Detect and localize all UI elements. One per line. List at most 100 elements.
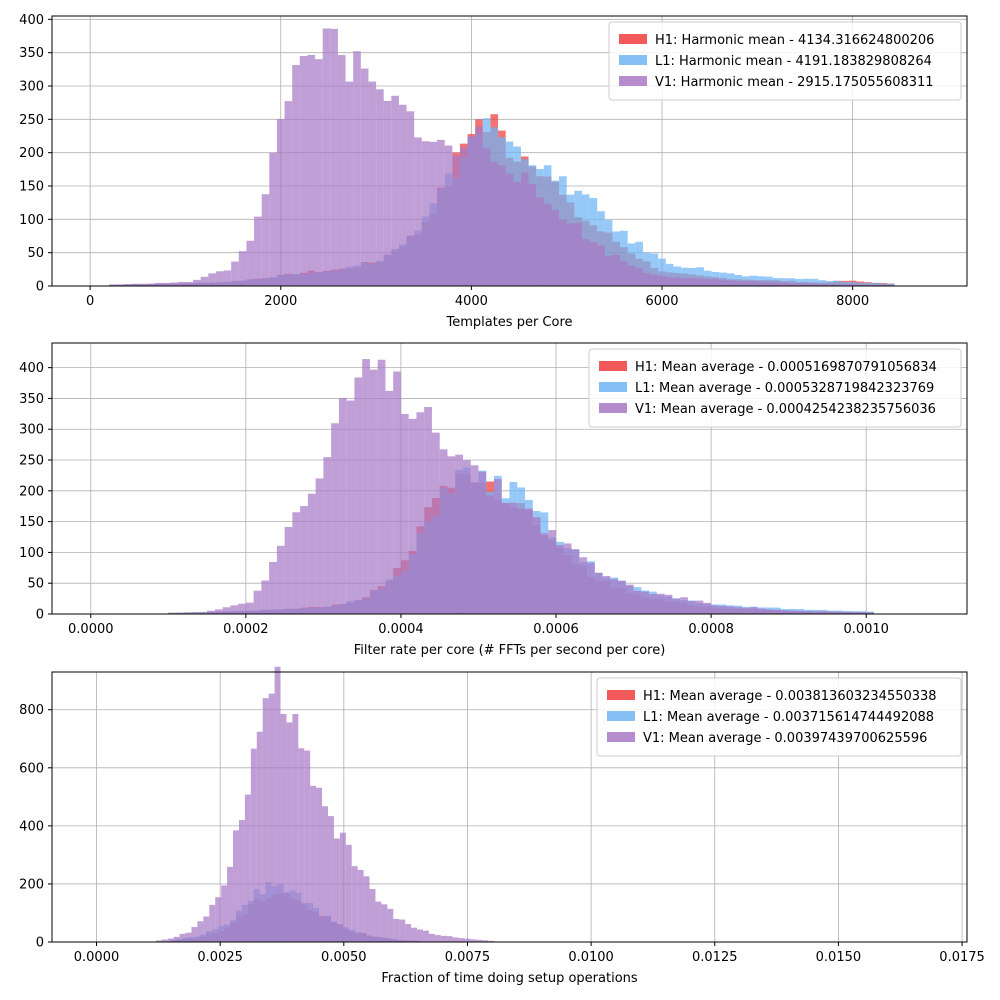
setup-fraction-bar [304, 750, 311, 942]
templates-y-tick-label: 200 [19, 146, 44, 161]
templates-bar [665, 277, 674, 286]
filter-rate-y-tick-label: 250 [19, 454, 44, 469]
templates-bar [620, 260, 628, 286]
setup-fraction-bar [440, 935, 447, 942]
filter-rate-bar [734, 607, 743, 614]
templates-bar [132, 283, 140, 286]
setup-fraction-x-tick-label: 0.0150 [816, 950, 862, 965]
templates-bar [315, 59, 323, 286]
templates-bar [749, 281, 758, 286]
templates-bar [871, 283, 880, 286]
templates-y-tick-label: 350 [19, 46, 44, 61]
templates-bar [284, 101, 293, 286]
templates-bar [719, 279, 727, 286]
templates-bar [437, 139, 445, 286]
templates-bar [673, 266, 682, 286]
filter-rate-y-tick-label: 150 [19, 515, 44, 530]
filter-rate-bar [478, 471, 487, 614]
setup-fraction-legend-entry: H1: Mean average - 0.003813603234550338 [643, 689, 937, 704]
filter-rate-bar [742, 607, 750, 614]
filter-rate-bar [563, 543, 572, 614]
filter-rate-bar [788, 610, 797, 614]
templates-bar [856, 282, 865, 286]
setup-fraction-bar [351, 866, 358, 942]
templates-bar [406, 111, 415, 286]
filter-rate-bar [385, 390, 394, 614]
templates-bar [154, 282, 163, 286]
filter-rate-bar [703, 602, 712, 614]
templates-bar [688, 278, 697, 286]
templates-bar [757, 276, 765, 286]
templates-bar [780, 282, 788, 286]
templates-bar [269, 152, 277, 286]
templates-y-tick-label: 400 [19, 13, 44, 28]
templates-bar [254, 216, 262, 286]
setup-fraction-legend-swatch [607, 711, 635, 721]
filter-rate-bar [447, 456, 456, 614]
filter-rate-bar [680, 597, 688, 614]
setup-fraction-bar [488, 940, 495, 942]
setup-fraction-legend-swatch [607, 732, 635, 742]
filter-rate-bar [540, 533, 549, 614]
templates-bar [658, 258, 666, 286]
filter-rate-y-tick-label: 50 [27, 577, 44, 592]
filter-rate-y-tick-label: 200 [19, 484, 44, 499]
templates-bar [116, 284, 125, 286]
templates-x-tick-label: 8000 [836, 294, 869, 309]
setup-fraction-bar [167, 938, 174, 942]
filter-rate-bar [346, 400, 355, 614]
setup-fraction-bar [363, 876, 370, 942]
templates-bar [238, 251, 247, 286]
templates-bar [650, 253, 659, 286]
templates-bar [574, 222, 582, 286]
filter-rate-series-2 [207, 359, 874, 614]
filter-rate-x-tick-label: 0.0002 [223, 622, 269, 637]
filter-rate-bar [176, 612, 184, 614]
templates-bar [444, 145, 453, 286]
setup-fraction-bar [411, 927, 418, 942]
templates-bar [612, 254, 621, 286]
templates-bar [864, 284, 872, 286]
filter-rate-y-tick-label: 100 [19, 546, 44, 561]
setup-fraction-bar [452, 937, 459, 942]
templates-bar [879, 283, 887, 286]
setup-fraction-legend-entry: L1: Mean average - 0.003715614744492088 [643, 710, 934, 725]
filter-rate-bar [439, 449, 448, 614]
setup-fraction-bar [280, 713, 287, 942]
setup-fraction-bar [161, 939, 168, 942]
filter-rate-bar [633, 590, 642, 614]
filter-rate-bar [470, 465, 479, 614]
setup-fraction-bar [268, 693, 275, 942]
setup-fraction-y-tick-label: 400 [19, 819, 44, 834]
setup-fraction-bar [298, 748, 305, 942]
templates-bar [719, 272, 727, 286]
filter-rate-bar [765, 609, 774, 614]
templates-bar [391, 95, 399, 286]
setup-fraction-bar [345, 844, 352, 942]
templates-bar [246, 240, 255, 286]
filter-rate-bar [664, 594, 673, 614]
filter-rate-bar [532, 517, 541, 614]
templates-bar [726, 273, 735, 286]
filter-rate-bar [718, 606, 727, 614]
setup-fraction-legend-box [596, 677, 962, 757]
filter-rate-bars [168, 359, 874, 614]
filter-rate-bar [525, 508, 533, 614]
templates-bar [650, 274, 659, 286]
templates-bar [307, 54, 316, 286]
templates-bar [589, 241, 598, 286]
setup-fraction-y-tick-label: 0 [36, 936, 44, 951]
filter-rate-bar [168, 612, 177, 614]
templates-bar [764, 276, 773, 286]
setup-fraction-bar [244, 794, 251, 942]
setup-fraction-x-tick-label: 0.0175 [939, 950, 985, 965]
setup-fraction-x-axis-label: Fraction of time doing setup operations [381, 971, 638, 986]
templates-bar [711, 271, 720, 286]
filter-rate-bar [726, 606, 735, 614]
templates-bar [825, 284, 834, 286]
templates-legend-entry: L1: Harmonic mean - 4191.183829808264 [655, 54, 932, 69]
setup-fraction-legend: H1: Mean average - 0.003813603234550338 L… [596, 677, 962, 757]
templates-bar [452, 155, 460, 286]
templates-bar [353, 51, 361, 287]
templates-y-tick-label: 100 [19, 213, 44, 228]
